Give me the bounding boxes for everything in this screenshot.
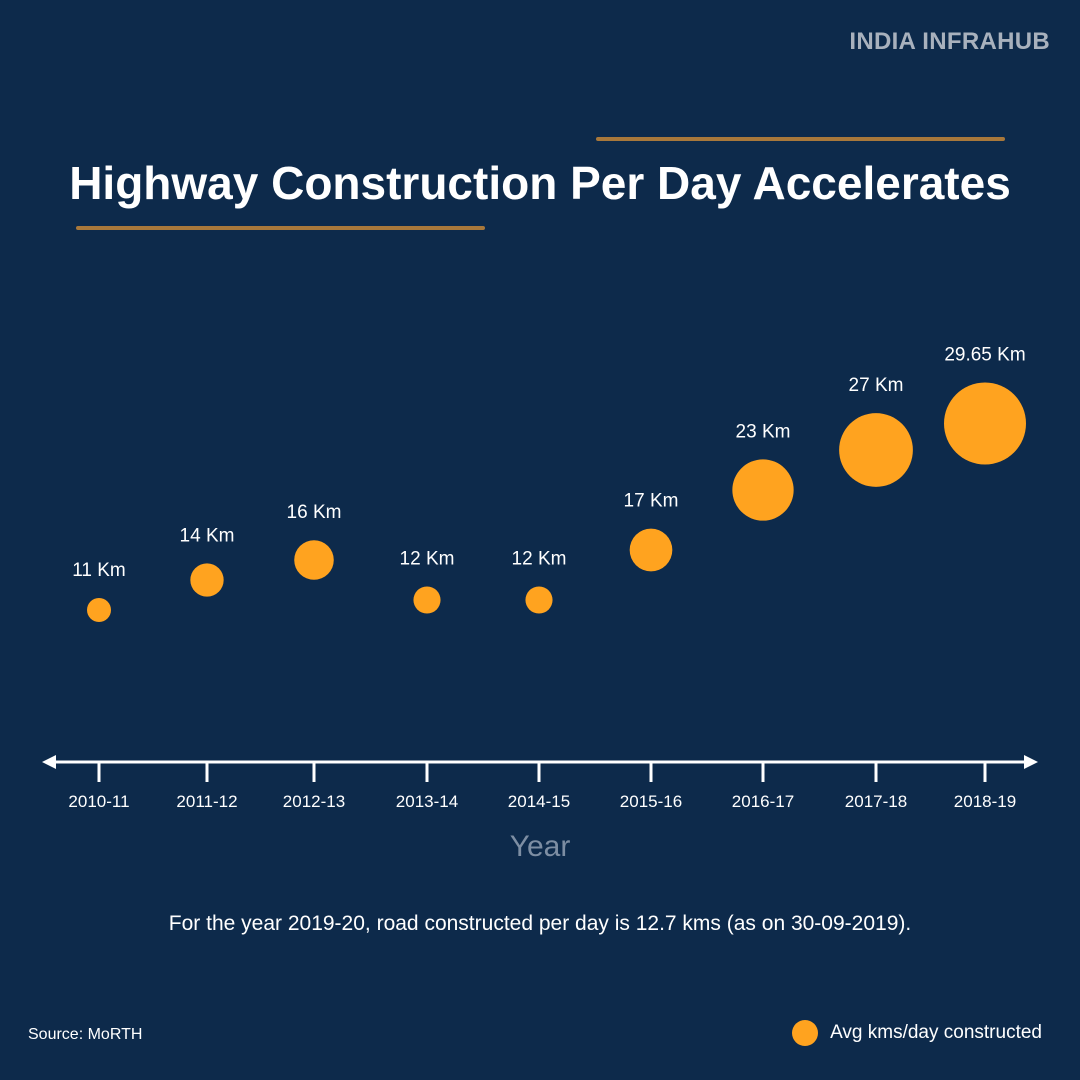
data-bubble bbox=[944, 382, 1026, 465]
source-text: Source: MoRTH bbox=[28, 1026, 143, 1043]
data-label: 12 Km bbox=[400, 548, 455, 569]
data-bubble bbox=[413, 586, 441, 614]
x-tick-label: 2016-17 bbox=[732, 792, 794, 811]
x-tick-label: 2018-19 bbox=[954, 792, 1016, 811]
data-label: 17 Km bbox=[624, 491, 679, 512]
x-tick-label: 2010-11 bbox=[68, 792, 129, 811]
legend-bubble-icon bbox=[792, 1020, 819, 1046]
data-label: 16 Km bbox=[287, 502, 342, 523]
data-bubble bbox=[732, 459, 794, 521]
title-accent-line-bottom bbox=[76, 226, 485, 230]
data-label: 27 Km bbox=[849, 375, 904, 396]
footnote: For the year 2019-20, road constructed p… bbox=[168, 912, 912, 935]
data-bubble bbox=[294, 540, 334, 580]
data-bubble bbox=[87, 598, 111, 622]
title-accent-line-top bbox=[596, 137, 1005, 141]
data-label: 14 Km bbox=[180, 525, 235, 546]
brand-logo: INDIA INFRAHUB bbox=[849, 28, 1050, 55]
legend: Avg kms/day constructed bbox=[792, 1020, 1042, 1046]
data-bubble bbox=[839, 413, 913, 487]
data-label: 29.65 Km bbox=[944, 345, 1025, 366]
data-labels: 11 Km 14 Km 16 Km 12 Km 12 Km 17 Km 23 Km 27 Km… bbox=[72, 345, 1025, 582]
data-bubble bbox=[525, 586, 553, 614]
x-axis-arrow-left-icon bbox=[42, 755, 56, 769]
data-label: 11 Km bbox=[72, 560, 126, 581]
x-tick-label: 2014-15 bbox=[508, 792, 570, 811]
x-tick-label: 2012-13 bbox=[283, 792, 345, 811]
bubble-chart: 2010-11 2011-12 2012-13 2013-14 2014-15 2015-… bbox=[42, 345, 1038, 811]
x-axis-arrow-right-icon bbox=[1024, 755, 1038, 769]
x-tick-label: 2017-18 bbox=[845, 792, 907, 811]
x-axis-title: Year bbox=[509, 830, 571, 863]
data-bubble bbox=[629, 528, 673, 572]
x-axis: 2010-11 2011-12 2012-13 2013-14 2014-15 2015-… bbox=[42, 755, 1038, 811]
x-tick-label: 2013-14 bbox=[396, 792, 458, 811]
data-label: 23 Km bbox=[736, 421, 791, 442]
x-tick-label: 2015-16 bbox=[620, 792, 682, 811]
data-label: 12 Km bbox=[512, 548, 567, 569]
bubbles bbox=[87, 382, 1026, 622]
x-tick-label: 2011-12 bbox=[176, 792, 237, 811]
chart-title: Highway Construction Per Day Accelerates bbox=[69, 157, 1011, 209]
data-bubble bbox=[190, 563, 224, 597]
legend-label: Avg kms/day constructed bbox=[830, 1022, 1042, 1043]
